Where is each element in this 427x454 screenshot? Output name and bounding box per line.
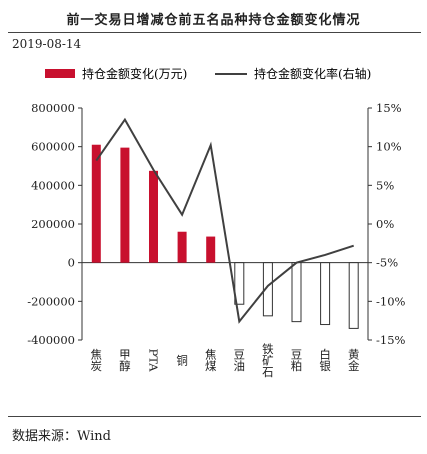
x-tick-label: 焦煤 [204, 349, 218, 373]
x-tick-label: 黄金 [347, 348, 361, 372]
axes: -400000 -200000 0 200000 400000 600000 800000 -… [27, 101, 405, 347]
bar [120, 147, 130, 263]
source-note: 数据来源：Wind [12, 429, 111, 444]
x-tick-label: 甲醇 [118, 349, 132, 372]
x-tick-label: 豆粕 [290, 349, 304, 372]
left-tick-label: 200000 [31, 217, 75, 231]
legend-bar-swatch [45, 69, 75, 78]
left-tick-label: 0 [68, 256, 75, 270]
right-tick-label: -5% [376, 256, 398, 270]
right-tick-label: -15% [376, 333, 406, 347]
right-tick-label: 10% [376, 140, 402, 154]
date-label: 2019-08-14 [12, 37, 82, 51]
legend-bar-label: 持仓金额变化(万元) [82, 66, 187, 81]
combo-chart: 持仓金额变化(万元) 持仓金额变化率(右轴) -400000 -200000 0 20… [27, 66, 405, 378]
right-tick-label: 0% [376, 217, 394, 231]
right-tick-label: 5% [376, 178, 394, 192]
left-tick-label: -200000 [27, 294, 75, 308]
bar [206, 236, 216, 263]
legend-line-label: 持仓金额变化率(右轴) [254, 66, 371, 81]
right-tick-label: 15% [376, 101, 402, 115]
left-tick-label: 400000 [31, 178, 75, 192]
x-tick-label: 铁矿石 [261, 343, 275, 378]
footer-divider [8, 416, 421, 417]
bar [149, 170, 158, 263]
x-tick-label: 铜 [175, 353, 189, 366]
bar [177, 231, 187, 263]
bar [234, 262, 245, 305]
x-tick-label: 豆油 [232, 349, 246, 372]
bar [291, 262, 302, 323]
bar [348, 262, 359, 329]
left-tick-label: 600000 [31, 140, 75, 154]
bar-series [91, 144, 359, 329]
x-axis-labels: 焦炭 甲醇 PTA 铜 焦煤 豆油 铁矿石 豆粕 白银 黄金 [89, 343, 360, 378]
chart-title: 前一交易日增减仓前五名品种持仓金额变化情况 [66, 13, 361, 28]
x-tick-label: 焦炭 [89, 349, 103, 373]
line-series [95, 117, 355, 324]
left-tick-label: 800000 [31, 101, 75, 115]
left-tick-label: -400000 [27, 333, 75, 347]
title-divider [8, 32, 421, 33]
rate-line [95, 117, 355, 324]
x-tick-label: 白银 [318, 348, 332, 373]
x-tick-label: PTA [147, 348, 161, 372]
bar [91, 144, 101, 263]
bar [262, 262, 273, 317]
right-tick-label: -10% [376, 294, 406, 308]
bar [320, 262, 331, 326]
legend: 持仓金额变化(万元) 持仓金额变化率(右轴) [45, 66, 371, 81]
